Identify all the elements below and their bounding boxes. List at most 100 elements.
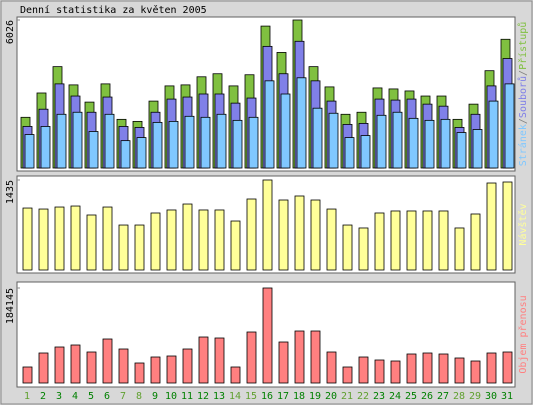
bar — [54, 206, 65, 271]
bar — [312, 107, 323, 169]
bar — [168, 120, 179, 169]
bar — [374, 359, 385, 384]
x-tick-label: 2 — [40, 391, 46, 402]
bar — [262, 287, 273, 384]
bar — [470, 213, 481, 271]
x-tick-label: 17 — [277, 391, 289, 402]
legend-separator: / — [518, 70, 529, 76]
bar — [422, 210, 433, 271]
bar — [24, 134, 35, 169]
bar — [456, 132, 467, 169]
x-tick-label: 27 — [437, 391, 449, 402]
bar — [216, 113, 227, 169]
chart-title: Denní statistika za květen 2005 — [20, 4, 207, 16]
x-tick-label: 26 — [421, 391, 433, 402]
bar — [310, 330, 321, 384]
bar — [22, 207, 33, 271]
bar — [182, 348, 193, 384]
x-tick-label: 31 — [501, 391, 513, 402]
bar — [278, 341, 289, 384]
bar — [486, 182, 497, 271]
x-tick-label: 15 — [245, 391, 257, 402]
bar — [136, 137, 147, 169]
bar — [454, 357, 465, 384]
bar — [230, 366, 241, 384]
bar — [408, 117, 419, 169]
bar — [134, 224, 145, 271]
x-tick-label: 22 — [357, 391, 369, 402]
x-tick-label: 1 — [24, 391, 30, 402]
bar — [184, 115, 195, 169]
x-tick-label: 16 — [261, 391, 273, 402]
bar — [214, 337, 225, 384]
x-tick-label: 4 — [72, 391, 78, 402]
legend-entry: Přístupů — [517, 22, 529, 70]
bar — [56, 113, 67, 169]
bar — [406, 210, 417, 271]
x-tick-label: 30 — [485, 391, 497, 402]
bar — [328, 112, 339, 169]
bar — [200, 116, 211, 169]
bar — [296, 77, 307, 169]
bar — [54, 346, 65, 384]
y-tick-label: 6026 — [5, 20, 16, 44]
bar — [22, 366, 33, 384]
bar — [262, 179, 273, 271]
legend-entry: Objem přenosu — [517, 295, 529, 373]
bar — [502, 181, 513, 271]
bar — [360, 135, 371, 169]
bar — [232, 119, 243, 169]
bar — [40, 126, 51, 169]
bar — [358, 356, 369, 384]
bar — [390, 360, 401, 384]
x-tick-label: 20 — [325, 391, 337, 402]
bar — [214, 209, 225, 271]
legend-separator: / — [518, 118, 529, 124]
x-tick-label: 10 — [165, 391, 177, 402]
x-tick-label: 24 — [389, 391, 401, 402]
bar — [150, 212, 161, 271]
bar — [294, 330, 305, 384]
legend-entry: Stránek — [517, 124, 529, 166]
bar — [134, 362, 145, 384]
x-tick-label: 7 — [120, 391, 126, 402]
x-tick-label: 21 — [341, 391, 353, 402]
bar — [166, 209, 177, 271]
bar — [294, 195, 305, 271]
x-tick-label: 6 — [104, 391, 110, 402]
bar — [390, 210, 401, 271]
bar — [264, 80, 275, 169]
legend-entry: Návštěv — [517, 203, 529, 245]
bar — [182, 203, 193, 271]
bar — [248, 116, 259, 169]
bar — [440, 118, 451, 169]
bar — [38, 208, 49, 271]
bar — [486, 352, 497, 384]
x-tick-label: 12 — [197, 391, 209, 402]
bar — [38, 352, 49, 384]
bar — [406, 353, 417, 384]
bar — [438, 353, 449, 384]
legend: Objem přenosu — [517, 295, 529, 373]
x-tick-label: 14 — [229, 391, 241, 402]
y-tick-label: 184145 — [5, 288, 16, 324]
bar — [392, 111, 403, 169]
x-tick-label: 23 — [373, 391, 385, 402]
bar — [342, 224, 353, 271]
bar — [198, 336, 209, 384]
x-tick-label: 3 — [56, 391, 62, 402]
x-tick-label: 5 — [88, 391, 94, 402]
bar — [70, 344, 81, 384]
bar — [166, 355, 177, 384]
bar — [86, 214, 97, 271]
bar — [376, 114, 387, 169]
x-tick-label: 25 — [405, 391, 417, 402]
x-tick-label: 28 — [453, 391, 465, 402]
bar — [280, 93, 291, 169]
bar — [102, 338, 113, 384]
bar — [246, 198, 257, 271]
bar — [358, 227, 369, 271]
bar — [152, 121, 163, 169]
bar — [246, 331, 257, 384]
